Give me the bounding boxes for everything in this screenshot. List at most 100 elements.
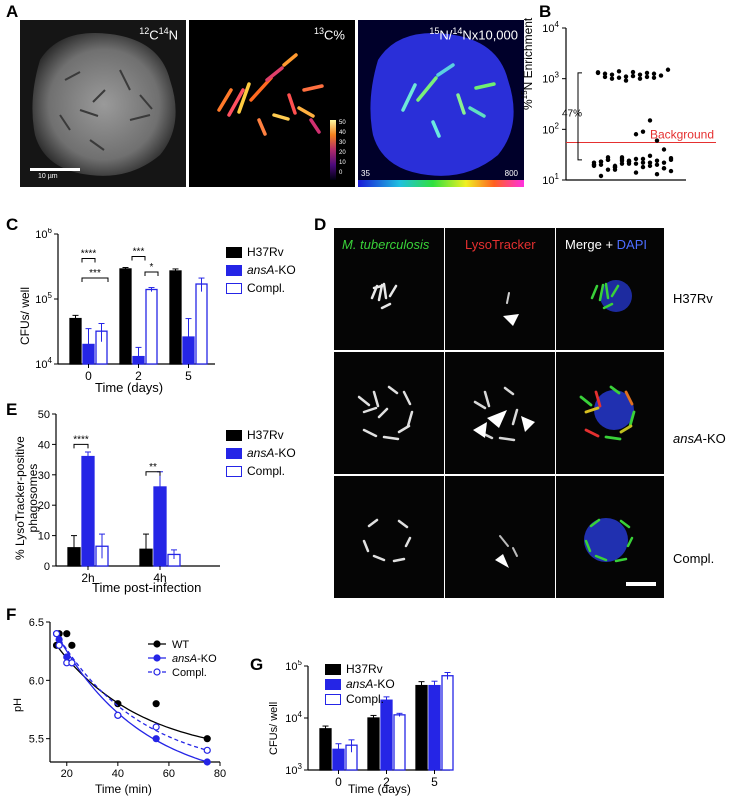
cell-grayscale-image xyxy=(20,20,186,187)
b-point-high xyxy=(623,74,629,79)
b-point-high xyxy=(609,72,615,77)
chartE-ytick-label: 40 xyxy=(38,439,50,451)
b-point-high xyxy=(602,74,608,80)
panel-d-grid xyxy=(334,228,664,598)
panel-a-image-12c14n: 12C14N 10 µm xyxy=(20,20,186,187)
b-point-low xyxy=(661,160,667,165)
d-row-ansa-ko: ansA-KO xyxy=(673,431,726,446)
b-point-low xyxy=(591,162,597,167)
f-fit-line xyxy=(56,633,208,751)
panel-e-xlabel: Time post-infection xyxy=(92,580,202,595)
d-row-compl: Compl. xyxy=(673,551,715,566)
panel-g-legend-h37rv: H37Rv xyxy=(325,662,383,676)
d-cell-3-1 xyxy=(334,476,444,598)
b-point-high xyxy=(651,71,657,76)
f-point xyxy=(203,758,211,766)
b-bracket xyxy=(577,72,582,161)
label-15n14n: 15N/14Nx10,000 xyxy=(429,26,518,43)
panel-b-ylabel: %15N Enrichment xyxy=(520,17,535,110)
c-sig-label: *** xyxy=(89,268,101,279)
panel-e-legend-ko: ansA-KO xyxy=(226,446,296,460)
b-point-high xyxy=(609,76,615,81)
b-point-low xyxy=(654,158,660,163)
chartG-xtick-label: 0 xyxy=(335,775,342,789)
b-point-low xyxy=(598,173,604,179)
b-point-low xyxy=(640,156,646,162)
chartC-bar xyxy=(195,283,208,365)
b-point-high xyxy=(665,67,671,72)
d-col2-title: LysoTracker xyxy=(465,237,536,252)
f-point xyxy=(68,641,76,649)
panel-a-image-13c: 13C% 50 40 30 20 10 0 xyxy=(189,20,355,187)
chartC-ytick-label: 105 xyxy=(35,291,52,306)
d-cell-2-1 xyxy=(334,352,444,474)
chartG-bar xyxy=(380,699,393,771)
f-legend-label: Compl. xyxy=(172,667,207,679)
b-point-low xyxy=(668,157,674,163)
f-xtick-label: 40 xyxy=(112,768,124,780)
b-ytick-label: 103 xyxy=(542,71,559,86)
panel-e-legend-h37rv: H37Rv xyxy=(226,428,284,442)
f-point xyxy=(63,630,71,638)
panel-g-ylabel: CFUs/ well xyxy=(268,701,280,755)
b-point-low xyxy=(633,161,639,166)
panel-c-xlabel: Time (days) xyxy=(95,380,164,395)
f-xtick-label: 60 xyxy=(163,768,175,780)
panel-g-legend-compl: Compl. xyxy=(325,692,384,706)
b-point-low xyxy=(654,138,660,143)
panel-c-ylabel: CFUs/ well xyxy=(18,286,32,345)
b-point-high xyxy=(616,69,622,74)
b-point-low xyxy=(633,170,639,175)
panel-a-letter: A xyxy=(6,2,19,21)
chartC-bar xyxy=(119,268,132,365)
b-point-high xyxy=(602,71,608,76)
b-point-low xyxy=(626,159,632,164)
colorbar-max: 800 xyxy=(504,169,518,178)
b-point-low xyxy=(654,162,660,167)
c-sig-label: **** xyxy=(81,248,97,259)
scale-bar xyxy=(30,168,80,171)
e-sig-label: ** xyxy=(149,462,157,473)
chartE-ytick-label: 20 xyxy=(38,500,50,512)
panel-c-legend-compl: Compl. xyxy=(226,281,285,295)
panel-c-legend-ko: ansA-KO xyxy=(226,263,296,277)
chartG-xtick-label: 5 xyxy=(431,775,438,789)
f-legend-marker xyxy=(153,640,161,648)
panel-g-legend-ko: ansA-KO xyxy=(325,677,395,691)
chartC-xtick-label: 5 xyxy=(185,369,192,383)
chartG-xtick-label: 2 xyxy=(383,775,390,789)
colorbar-min: 35 xyxy=(361,169,370,178)
chartE-bar xyxy=(81,455,95,567)
f-point xyxy=(68,659,76,667)
f-legend-label: ansA-KO xyxy=(172,653,217,665)
b-point-high xyxy=(637,76,643,81)
f-ytick-label: 6.5 xyxy=(29,617,44,629)
f-legend-marker xyxy=(153,654,161,662)
panel-b-letter: B xyxy=(539,2,552,21)
b-point-low xyxy=(633,132,639,137)
d-col1-title: M. tuberculosis xyxy=(342,237,430,252)
chartC-bar xyxy=(145,288,158,365)
f-ytick-label: 6.0 xyxy=(29,675,44,687)
d-row-h37rv: H37Rv xyxy=(673,291,713,306)
chartC-xtick-label: 2 xyxy=(135,369,142,383)
c-sig-bracket xyxy=(144,271,159,277)
b-point-low xyxy=(598,162,604,167)
d-col3-title: Merge + DAPI xyxy=(565,237,648,252)
b-point-high xyxy=(644,70,650,76)
f-fit-line xyxy=(56,633,208,763)
chartG-bar xyxy=(393,714,406,771)
f-legend-label: WT xyxy=(172,639,189,651)
chartE-xtick-label: 4h xyxy=(153,571,166,585)
b-point-low xyxy=(605,167,611,172)
f-ytick-label: 5.5 xyxy=(29,734,44,746)
d-cell-2-2 xyxy=(445,352,555,474)
chartC-ytick-label: 106 xyxy=(35,228,52,241)
b-point-low xyxy=(661,147,667,152)
c-sig-bracket xyxy=(81,277,109,283)
label-13c: 13C% xyxy=(314,26,345,43)
panel-g-xlabel: Time (days) xyxy=(348,782,411,796)
b-bracket-label: 47% xyxy=(562,108,582,119)
